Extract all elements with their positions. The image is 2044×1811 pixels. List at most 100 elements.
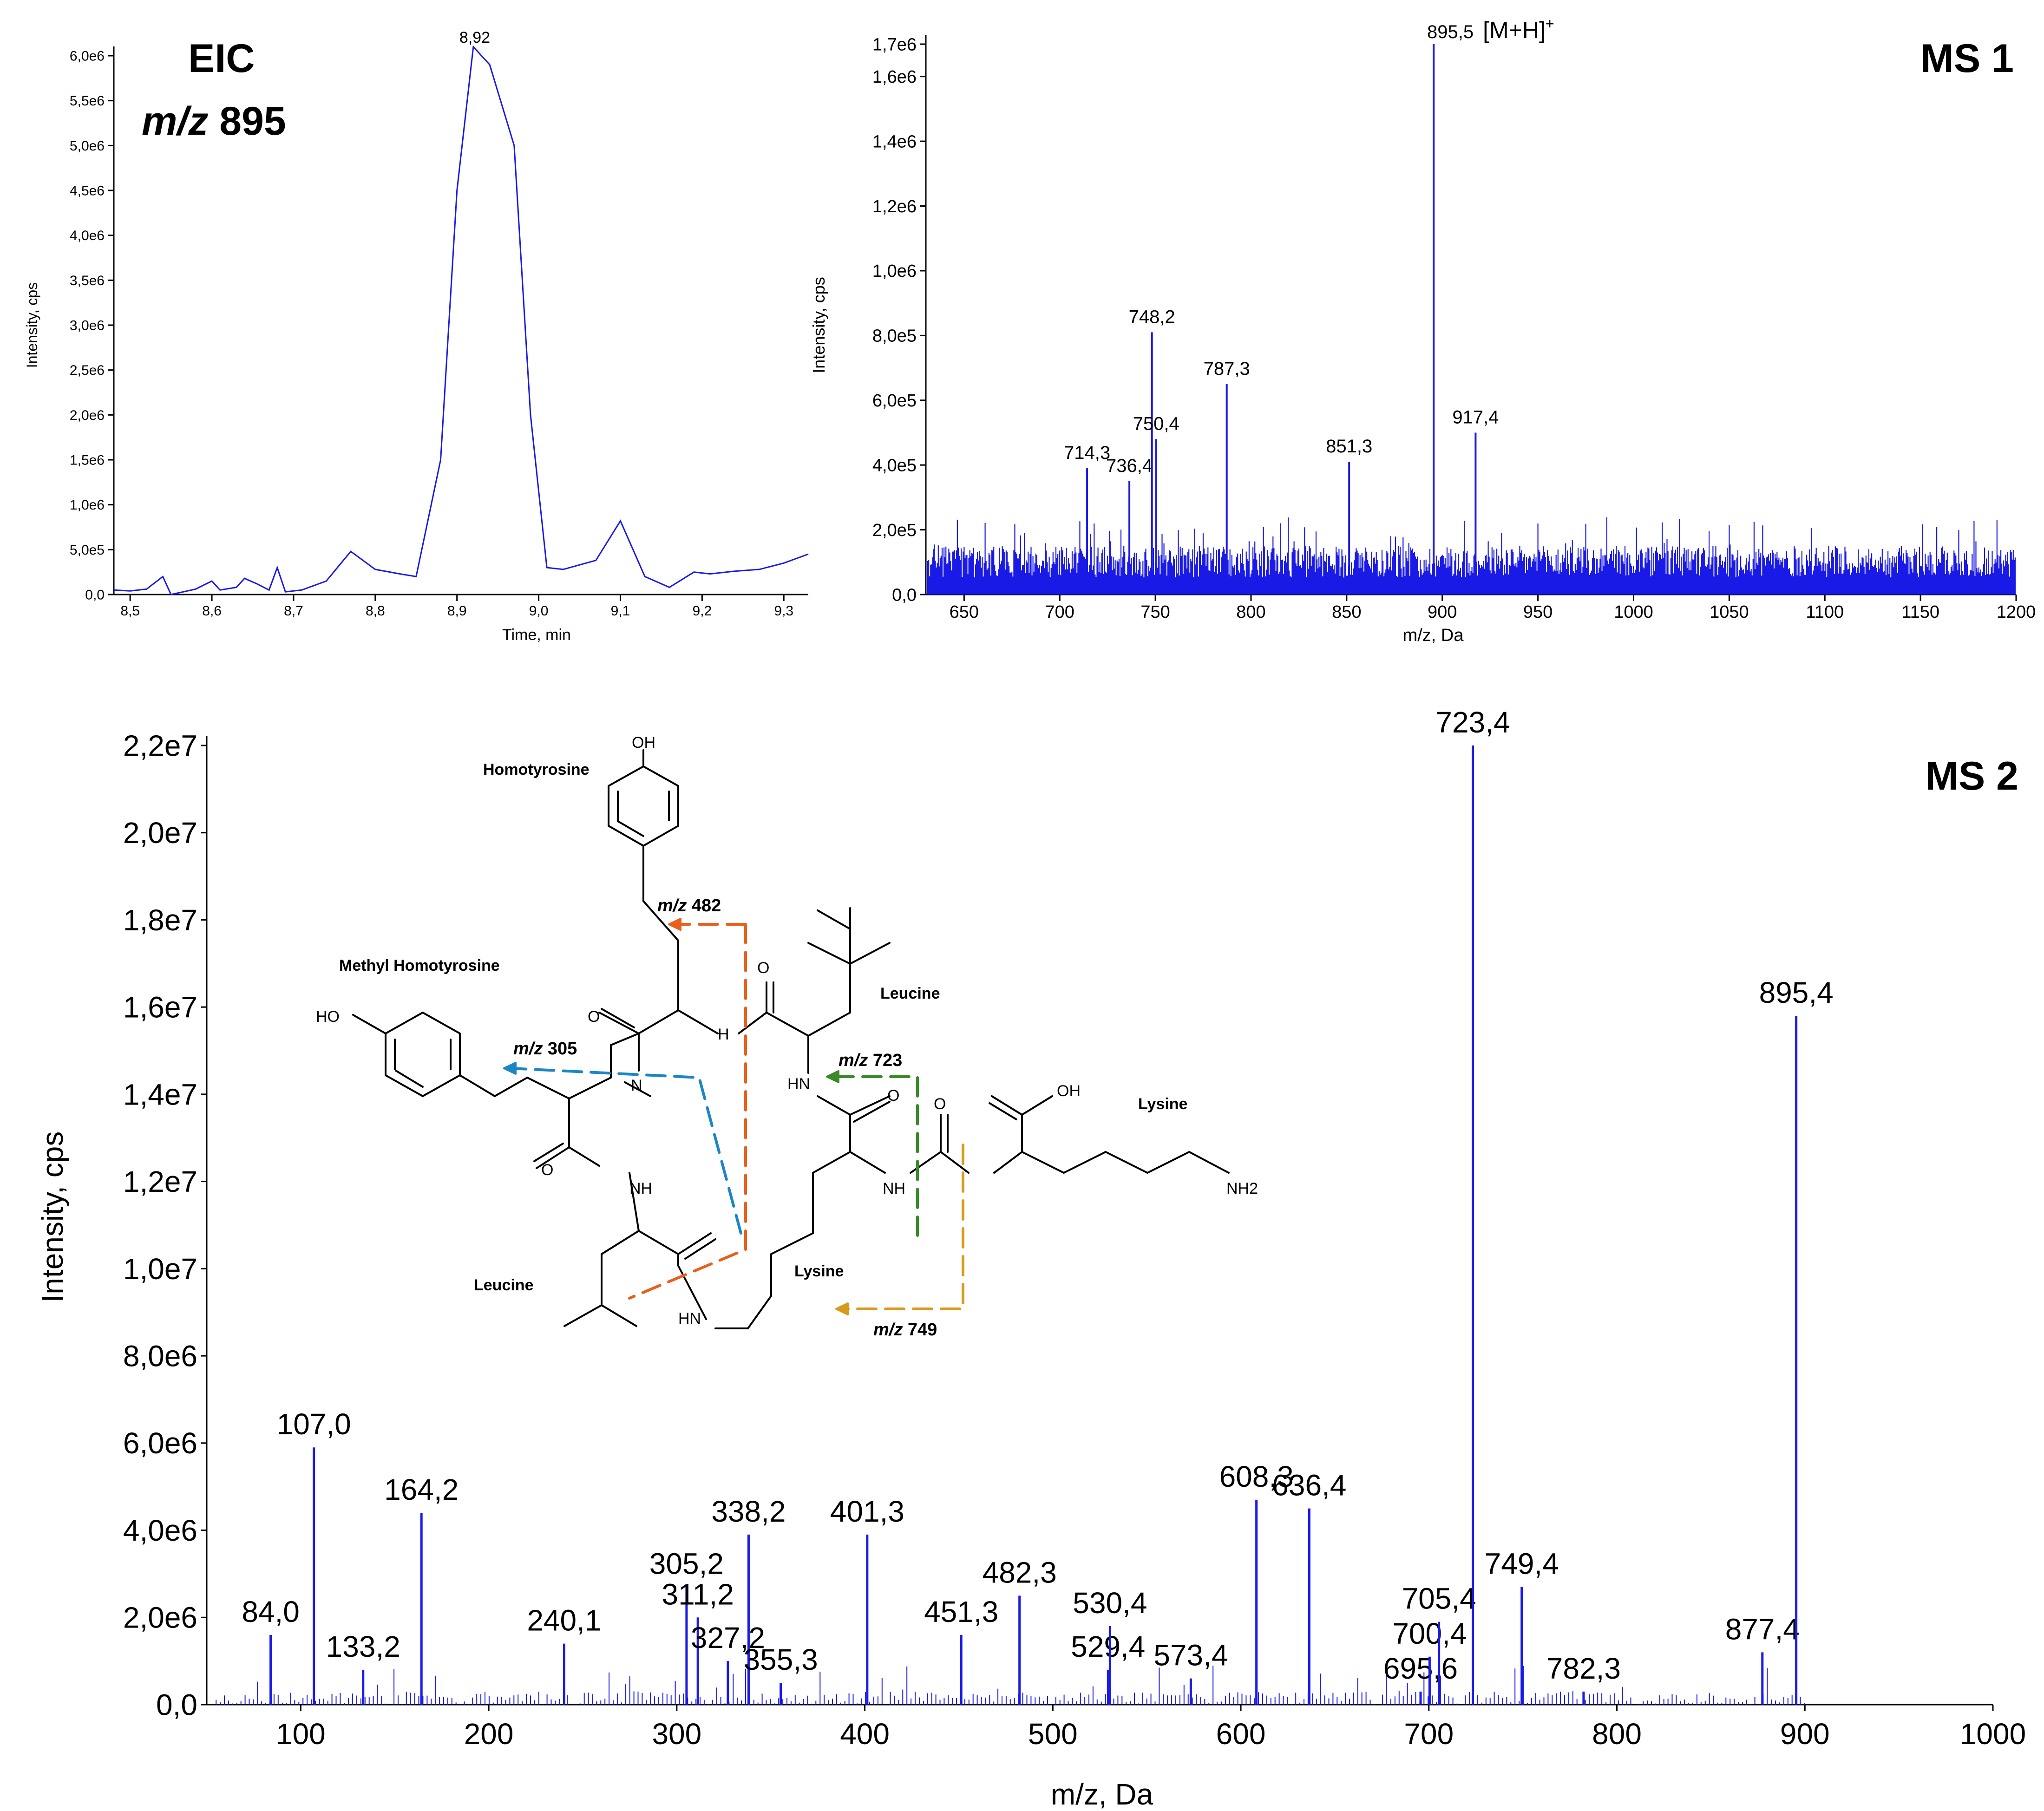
ms1-y-tick-label: 6,0e5 (872, 391, 917, 411)
eic-y-tick-label: 5,0e6 (70, 138, 105, 154)
atom-o-1: O (588, 1008, 600, 1026)
ms1-y-tick-label: 0,0 (892, 585, 917, 605)
ms1-x-tick-label: 900 (1428, 602, 1457, 622)
eic-y-tick-label: 5,5e6 (70, 93, 105, 109)
eic-y-tick-label: 3,5e6 (70, 273, 105, 288)
eic-x-tick-label: 9,0 (529, 603, 549, 619)
eic-apex-label: 8,92 (459, 29, 490, 46)
ms2-peak-label: 355,3 (744, 1643, 818, 1676)
ms2-x-tick-label: 800 (1592, 1717, 1642, 1751)
ms1-peak-label: 736,4 (1106, 456, 1153, 476)
ms2-x-tick-label: 1000 (1960, 1717, 2026, 1751)
frag-723-value: 723 (868, 1051, 902, 1070)
ms1-peak-label: 787,3 (1204, 359, 1250, 379)
ms2-x-tick-label: 600 (1216, 1717, 1266, 1751)
ms1-molecular-ion-label: 895,5 [M+H]+ (1427, 15, 1554, 43)
fragment-label-749: m/z 749 (873, 1320, 937, 1340)
homotyrosine-ring (598, 749, 1230, 1329)
residue-label-methyl-homotyrosine: Methyl Homotyrosine (339, 957, 500, 974)
atom-hn-2: HN (678, 1310, 701, 1327)
atom-o-4: O (541, 1161, 553, 1179)
ms2-peak-label: 529,4 (1071, 1630, 1145, 1663)
ms1-peak-label: 750,4 (1133, 413, 1179, 434)
frag-723-mz: m/z (839, 1051, 868, 1070)
eic-x-tick-label: 9,1 (611, 603, 630, 619)
structure-diagram (352, 749, 1230, 1329)
ms2-peak-label: 573,4 (1153, 1639, 1228, 1672)
ms2-peak-label: 164,2 (384, 1473, 459, 1506)
eic-y-tick-label: 4,5e6 (70, 183, 105, 199)
ms2-peak-label: 482,3 (983, 1556, 1057, 1589)
eic-y-axis-label: Intensity, cps (24, 282, 40, 368)
eic-panel: EIC m/z 895 8,92 Intensity, cps Time, mi… (24, 29, 809, 644)
residue-label-homotyrosine: Homotyrosine (483, 761, 590, 778)
ms1-y-tick-label: 2,0e5 (872, 521, 917, 540)
ms1-peak-label: 917,4 (1452, 407, 1499, 427)
residue-label-lysine-right: Lysine (1138, 1095, 1187, 1113)
ms1-y-tick-label: 1,4e6 (872, 132, 917, 151)
frag-749-value: 749 (903, 1320, 937, 1340)
leucine-side-chain (807, 907, 851, 1037)
ms1-x-tick-label: 1050 (1710, 602, 1749, 622)
ms2-peak-label: 700,4 (1392, 1617, 1467, 1650)
ms1-y-tick-label: 8,0e5 (872, 327, 917, 346)
ms2-peak-label: 107,0 (277, 1407, 351, 1441)
ms2-x-tick-label: 100 (276, 1717, 326, 1751)
ms2-x-tick-label: 400 (840, 1717, 890, 1751)
fragment-723-arrowhead (826, 1070, 839, 1083)
ms1-x-tick-label: 1100 (1806, 602, 1844, 622)
ms2-peak-label: 782,3 (1546, 1652, 1621, 1685)
ms1-y-tick-label: 1,0e6 (872, 262, 917, 281)
eic-x-axis-label: Time, min (502, 626, 571, 644)
ms2-peak-label: 877,4 (1725, 1612, 1800, 1646)
ms2-peak-label: 451,3 (924, 1595, 998, 1628)
fragment-305-path (510, 1067, 742, 1235)
ms1-x-tick-label: 650 (950, 602, 979, 622)
eic-y-tick-label: 2,0e6 (70, 408, 105, 423)
ms2-x-tick-label: 900 (1780, 1717, 1830, 1751)
frag-749-mz: m/z (873, 1320, 903, 1340)
ms1-top-peak-label: 895,5 (1427, 22, 1474, 42)
ms2-y-tick-label: 1,0e7 (123, 1252, 197, 1286)
ms1-ion-annotation: [M+H] (1483, 17, 1546, 43)
ms2-peak-label: 84,0 (242, 1595, 300, 1628)
ms1-peak-label: 714,3 (1064, 443, 1110, 463)
ms2-peak-label: 705,4 (1402, 1582, 1476, 1615)
ms2-y-tick-label: 0,0 (156, 1688, 197, 1721)
ms2-y-tick-label: 1,4e7 (123, 1078, 197, 1111)
ms2-peak-label: 695,6 (1383, 1652, 1458, 1685)
ms2-peak-label: 723,4 (1435, 706, 1510, 739)
ms2-minor-peaks (216, 1666, 1805, 1705)
fragment-749-path (842, 1144, 964, 1310)
ms1-x-tick-label: 700 (1045, 602, 1074, 622)
eic-x-tick-label: 8,9 (447, 603, 467, 619)
eic-x-tick-label: 8,5 (120, 603, 140, 619)
frag-305-mz: m/z (513, 1039, 543, 1059)
fragment-label-482: m/z 482 (657, 896, 721, 915)
fragment-305-arrowhead (503, 1062, 517, 1075)
ms1-ion-charge: + (1546, 15, 1554, 32)
ms2-peak-label: 401,3 (830, 1495, 904, 1528)
ms2-peak-label: 327,2 (691, 1621, 765, 1654)
atom-hn-1: HN (787, 1075, 810, 1093)
ms2-x-tick-label: 700 (1404, 1717, 1454, 1751)
ms2-panel: MS 2 Intensity, cps m/z, Da 0,0 2,0e6 4,0e… (36, 706, 2026, 1811)
ms1-y-tick-label: 1,6e6 (872, 67, 917, 87)
eic-panel-title: EIC (188, 36, 255, 81)
fragment-label-305: m/z 305 (513, 1039, 577, 1059)
ms2-peak-label: 133,2 (326, 1630, 400, 1663)
atom-nh-2: NH (883, 1180, 905, 1197)
ms2-x-tick-label: 500 (1028, 1717, 1078, 1751)
ms2-y-tick-label: 1,6e7 (123, 991, 197, 1024)
ms2-x-tick-label: 300 (652, 1717, 701, 1751)
atom-ho-left: HO (316, 1008, 340, 1026)
ms2-panel-title: MS 2 (1925, 754, 2018, 798)
eic-y-tick-label: 2,5e6 (70, 363, 105, 378)
ms1-peak-label: 851,3 (1326, 436, 1372, 457)
ms2-y-tick-label: 8,0e6 (123, 1339, 197, 1373)
ms2-x-tick-label: 200 (464, 1717, 514, 1751)
ms2-peak-label: 749,4 (1485, 1547, 1559, 1581)
fragment-723-path (832, 1075, 919, 1237)
ms1-x-tick-label: 950 (1523, 602, 1553, 622)
